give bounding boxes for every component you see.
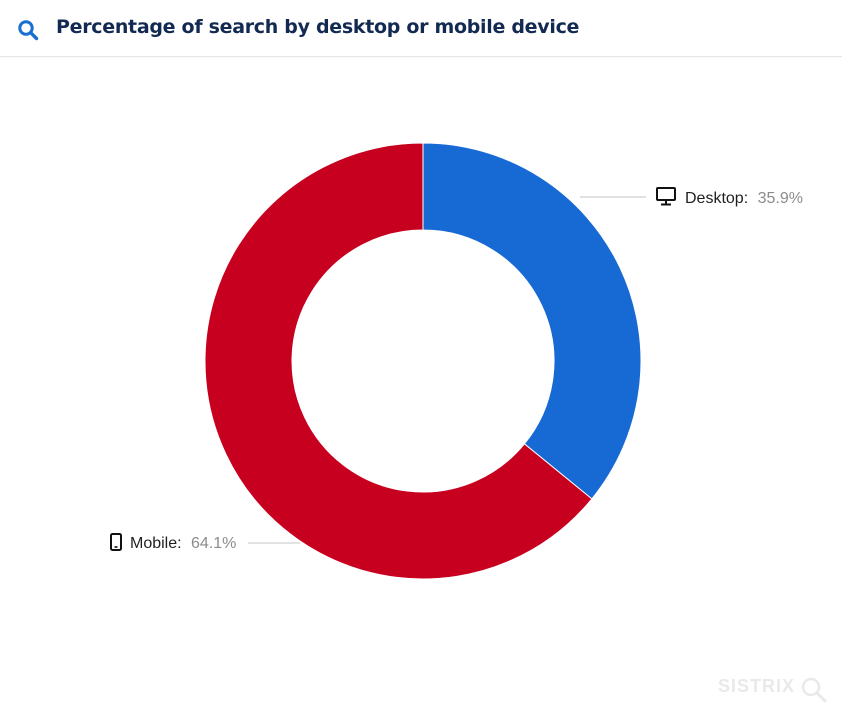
mobile-slice-value: 64.1% [191,535,236,552]
desktop-label: Desktop: 35.9% [685,190,803,207]
slice-mobile[interactable] [204,142,593,580]
donut-chart: Desktop: 35.9% Mobile: 64.1% [110,142,803,580]
chart-header: Percentage of search by desktop or mobil… [0,0,842,57]
desktop-icon [656,187,676,206]
mobile-label: Mobile: 64.1% [130,535,236,552]
watermark-logo: SISTRIX [718,676,827,704]
slice-desktop[interactable] [422,142,642,500]
desktop-slice-label: Desktop: [685,190,748,207]
page-title: Percentage of search by desktop or mobil… [56,16,580,38]
mobile-icon [110,533,122,551]
search-icon [18,20,39,41]
mobile-slice-label: Mobile: [130,535,182,552]
watermark-text: SISTRIX [718,676,796,696]
desktop-slice-value: 35.9% [758,190,803,207]
watermark-search-icon [801,677,827,703]
slices-group [204,142,642,580]
